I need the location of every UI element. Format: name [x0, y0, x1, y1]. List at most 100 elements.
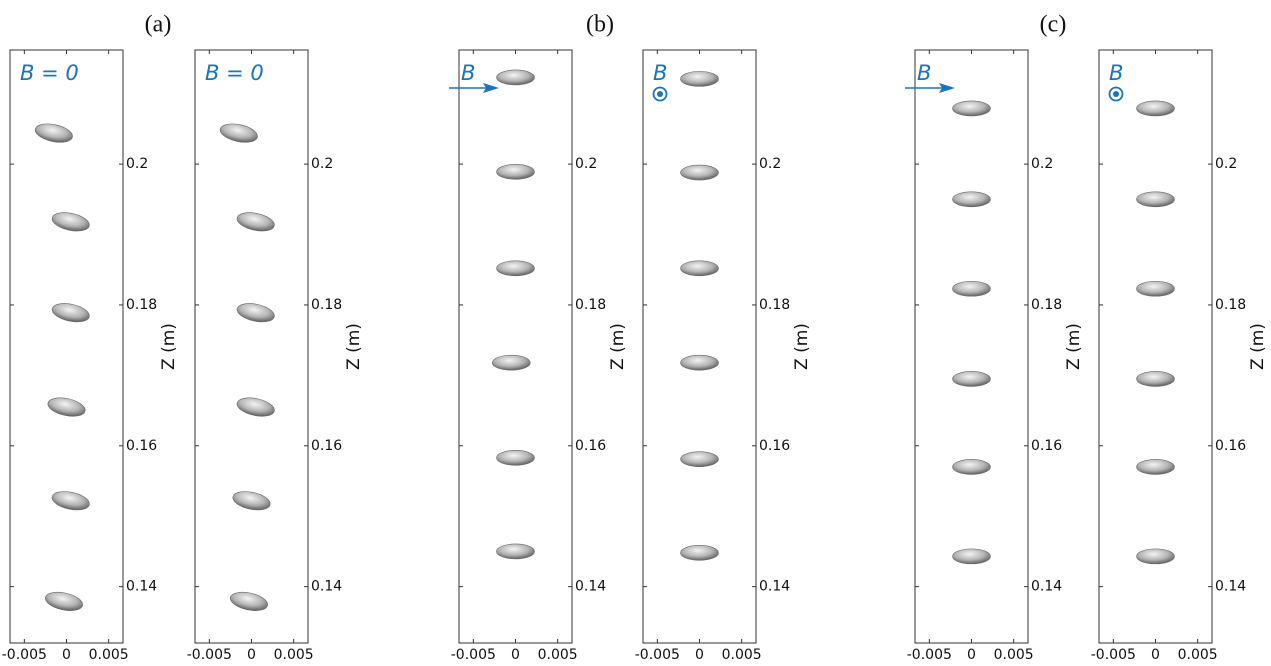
x-tick-label: 0: [967, 647, 976, 663]
y-tick-label: 0.14: [1031, 579, 1062, 595]
x-tick-label: -0.005: [907, 647, 952, 663]
x-tick-label: -0.005: [187, 647, 232, 663]
field-out-of-page: [652, 86, 668, 102]
bubble: [952, 191, 991, 208]
y-tick-label: 0.16: [575, 438, 606, 454]
y-tick-label: 0.16: [1215, 438, 1246, 454]
x-axis-label: Y (m): [1124, 664, 1171, 666]
y-tick-label: 0.2: [1215, 156, 1237, 172]
x-tick-label: 0: [695, 647, 704, 663]
bubble: [952, 100, 991, 117]
y-tick-label: 0.2: [1031, 156, 1053, 172]
annotation: B = 0: [205, 61, 264, 85]
y-axis-label: Z (m): [1248, 323, 1268, 370]
bubble: [496, 260, 535, 277]
bubble: [680, 71, 719, 87]
y-tick-label: 0.18: [1215, 297, 1246, 313]
x-tick-label: -0.005: [451, 647, 496, 663]
x-tick-label: 0: [1151, 647, 1160, 663]
bubble: [952, 548, 991, 565]
bubble: [236, 303, 275, 323]
bubble: [680, 354, 719, 371]
annotation: B: [1109, 61, 1123, 85]
field-out-of-page: [1108, 86, 1124, 102]
y-tick-label: 0.2: [126, 156, 148, 172]
x-tick-label: 0: [62, 647, 71, 663]
bubble: [47, 397, 86, 417]
bubble: [1136, 371, 1175, 387]
y-tick-label: 0.18: [126, 297, 157, 313]
x-tick-label: 0.005: [1178, 647, 1218, 663]
x-tick-label: 0.005: [538, 647, 578, 663]
bubble: [491, 354, 531, 371]
bubble: [952, 280, 991, 297]
bubble: [496, 449, 535, 466]
y-axis-label: Z (m): [344, 323, 364, 370]
y-tick-label: 0.16: [311, 438, 342, 454]
annotation: B = 0: [20, 61, 79, 85]
field-arrow-head: [939, 83, 955, 93]
y-tick-label: 0.2: [311, 156, 333, 172]
x-axis-label: Y (m): [220, 664, 267, 666]
y-tick-label: 0.16: [759, 438, 790, 454]
x-tick-label: 0: [511, 647, 520, 663]
bubble: [51, 212, 90, 232]
y-axis-label: Z (m): [608, 323, 628, 370]
field-arrow-head: [483, 83, 499, 93]
x-axis-label: X (m): [484, 664, 531, 666]
x-tick-label: 0.005: [89, 647, 129, 663]
field-out-of-page-dot: [657, 91, 663, 97]
y-tick-label: 0.14: [1215, 579, 1246, 595]
bubble: [230, 591, 268, 611]
y-axis-label: Z (m): [792, 323, 812, 370]
bubble: [1136, 191, 1175, 208]
y-tick-label: 0.18: [1031, 297, 1062, 313]
panel-label: (b): [586, 12, 614, 38]
bubble: [51, 303, 90, 323]
annotation: B: [461, 61, 475, 85]
x-tick-label: -0.005: [1091, 647, 1136, 663]
bubble: [236, 212, 275, 232]
bubble: [496, 543, 535, 560]
y-tick-label: 0.2: [759, 156, 781, 172]
bubble: [219, 123, 258, 143]
x-tick-label: 0: [247, 647, 256, 663]
x-tick-label: -0.005: [635, 647, 680, 663]
bubble: [34, 123, 73, 143]
y-tick-label: 0.14: [126, 579, 157, 595]
bubble: [680, 451, 719, 467]
bubble: [232, 491, 271, 511]
bubble: [1136, 459, 1175, 475]
panel-label: (a): [145, 12, 172, 38]
bubble: [1136, 100, 1175, 117]
bubble: [680, 164, 719, 181]
annotation: B: [653, 61, 667, 85]
bubble: [236, 397, 275, 417]
bubble: [680, 545, 719, 561]
x-axis-label: Y (m): [668, 664, 715, 666]
x-axis-label: X (m): [35, 664, 82, 666]
annotation: B: [917, 61, 931, 85]
y-axis-label: Z (m): [1064, 323, 1084, 370]
bubble: [496, 164, 535, 180]
bubble: [45, 591, 83, 611]
bubble: [952, 459, 991, 475]
y-tick-label: 0.16: [1031, 438, 1062, 454]
field-out-of-page-dot: [1113, 91, 1119, 97]
y-tick-label: 0.14: [311, 579, 342, 595]
x-tick-label: 0.005: [274, 647, 314, 663]
bubble: [1136, 280, 1175, 297]
bubble: [496, 69, 535, 86]
y-tick-label: 0.2: [575, 156, 597, 172]
y-tick-label: 0.18: [759, 297, 790, 313]
bubble: [1136, 548, 1175, 565]
panel-label: (c): [1040, 12, 1067, 38]
y-tick-label: 0.14: [575, 579, 606, 595]
x-axis-label: X (m): [940, 664, 987, 666]
bubble: [51, 491, 90, 511]
bubble: [680, 260, 719, 277]
x-tick-label: 0.005: [722, 647, 762, 663]
x-tick-label: 0.005: [994, 647, 1034, 663]
x-tick-label: -0.005: [2, 647, 47, 663]
